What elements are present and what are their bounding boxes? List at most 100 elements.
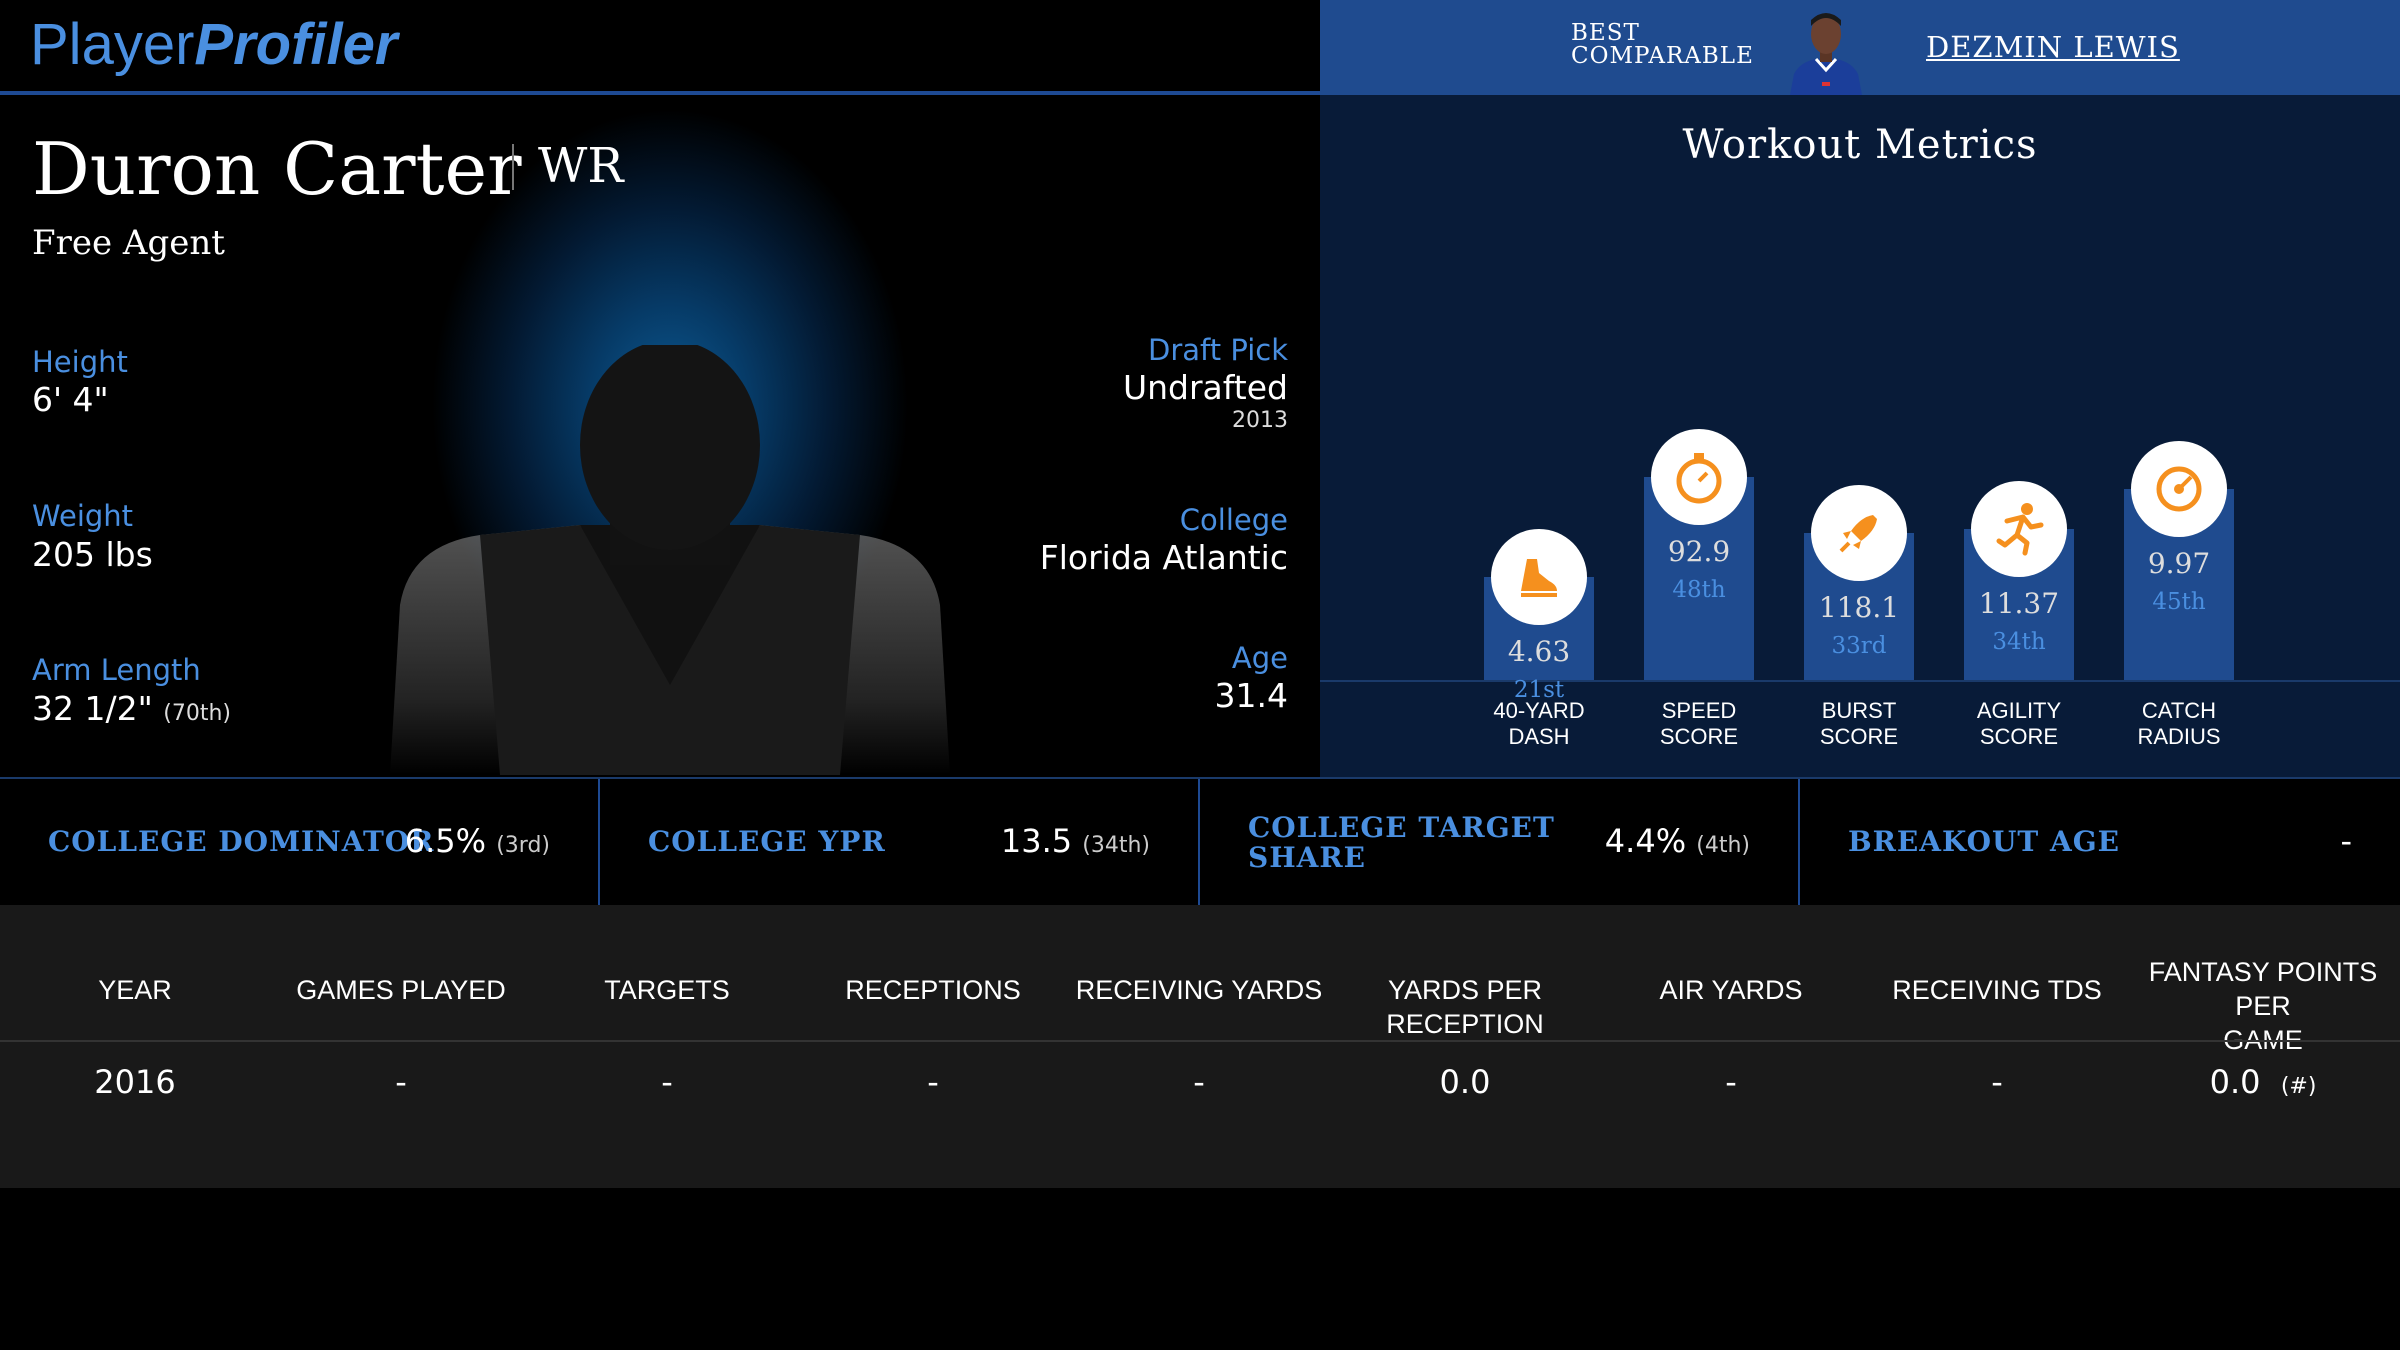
- rocket-icon: [1811, 484, 1907, 581]
- cell-receiving-tds: -: [1991, 1063, 2003, 1101]
- stopwatch-icon: [1651, 429, 1747, 526]
- header-bar: [0, 0, 1320, 95]
- arm-length-rank: (70th): [163, 701, 232, 726]
- workout-metric-label-line1: AGILITY: [1976, 698, 2062, 723]
- cell-fantasy-points-value: 0.0: [2209, 1063, 2261, 1101]
- college-ypr-value: 13.5 (34th): [950, 822, 1150, 860]
- comparable-player-avatar[interactable]: [1786, 4, 1866, 95]
- col-header-air-yards: AIR YARDS: [1659, 975, 1803, 1005]
- workout-metric-label: CATCH RADIUS: [2104, 698, 2254, 750]
- age-value: 31.4: [1214, 676, 1288, 715]
- name-divider: [512, 144, 514, 190]
- draft-pick-label: Draft Pick: [1148, 333, 1288, 367]
- workout-metric-label-line2: SCORE: [1819, 724, 1899, 749]
- cell-targets: -: [661, 1063, 673, 1101]
- breakout-age-value: -: [2340, 822, 2352, 860]
- workout-metric-label: AGILITY SCORE: [1944, 698, 2094, 750]
- workout-metric-percentile: 45th: [2152, 588, 2206, 615]
- chart-baseline: [1320, 680, 2400, 682]
- college-dominator-label: COLLEGE DOMINATOR: [48, 825, 435, 858]
- draft-year: 2013: [1232, 408, 1288, 433]
- col-header-year: YEAR: [98, 975, 172, 1005]
- age-label: Age: [1231, 641, 1288, 675]
- best-comparable-label-line2: COMPARABLE: [1571, 43, 1754, 69]
- height-value: 6' 4": [32, 380, 109, 419]
- col-header-yards-per-reception: YARDS PER RECEPTION: [1386, 975, 1544, 1039]
- workout-metric-label-line2: DASH: [1508, 724, 1570, 749]
- arm-length-label: Arm Length: [32, 653, 201, 687]
- workout-metric-label-line1: BURST: [1821, 698, 1897, 723]
- workout-metric-percentile: 33rd: [1831, 632, 1887, 659]
- college-ypr-label: COLLEGE YPR: [648, 825, 886, 858]
- col-header-games-played: GAMES PLAYED: [296, 975, 506, 1005]
- workout-metrics-title: Workout Metrics: [1682, 122, 2038, 168]
- college-target-share-value: 4.4% (4th): [1550, 822, 1750, 860]
- workout-metric-value: 118.1: [1818, 590, 1900, 624]
- workout-metric-label: BURST SCORE: [1784, 698, 1934, 750]
- logo-part-1: Player: [30, 12, 195, 77]
- stat-divider: [1198, 779, 1200, 905]
- player-team-status: Free Agent: [32, 223, 225, 263]
- college-stats-strip: [0, 777, 2400, 907]
- workout-metric-value: 4.63: [1507, 635, 1571, 669]
- college-target-share-number: 4.4%: [1604, 822, 1687, 860]
- workout-metric-label-line2: RADIUS: [2137, 724, 2221, 749]
- arm-length-value: 32 1/2" (70th): [32, 689, 231, 734]
- player-name: Duron Carter: [32, 127, 522, 211]
- workout-metric-percentile: 34th: [1992, 629, 2046, 656]
- best-comparable-label: BEST COMPARABLE: [1571, 22, 1754, 68]
- col-header-fantasy-points-line1: FANTASY POINTS PER: [2148, 957, 2378, 1021]
- college-value: Florida Atlantic: [1039, 538, 1288, 577]
- cell-receiving-yards: -: [1193, 1063, 1205, 1101]
- col-header-receiving-yards: RECEIVING YARDS: [1075, 975, 1323, 1005]
- stat-divider: [598, 779, 600, 905]
- height-label: Height: [32, 345, 128, 379]
- workout-metric-value: 9.97: [2147, 546, 2211, 580]
- target-icon: [2131, 440, 2227, 537]
- player-position: WR: [538, 138, 624, 194]
- runner-icon: [1971, 481, 2067, 578]
- arm-length-number: 32 1/2": [32, 689, 153, 728]
- cell-games-played: -: [395, 1063, 407, 1101]
- college-target-share-label-line1: COLLEGE TARGET: [1248, 811, 1555, 844]
- workout-metric-label: 40-YARD DASH: [1464, 698, 1614, 750]
- college-dominator-number: 6.5%: [404, 822, 487, 860]
- col-header-targets: TARGETS: [604, 975, 730, 1005]
- cell-yards-per-reception: 0.0: [1439, 1063, 1491, 1101]
- college-dominator-value: 6.5% (3rd): [350, 822, 550, 860]
- workout-metric-value: 92.9: [1667, 535, 1731, 569]
- workout-metric-label-line2: SCORE: [1979, 724, 2059, 749]
- col-header-receiving-tds: RECEIVING TDS: [1892, 975, 2102, 1005]
- col-header-receptions: RECEPTIONS: [845, 975, 1021, 1005]
- weight-label: Weight: [32, 499, 134, 533]
- workout-metric-percentile: 48th: [1672, 577, 1726, 604]
- college-target-share-label: COLLEGE TARGET SHARE: [1248, 813, 1555, 873]
- college-target-share-label-line2: SHARE: [1248, 841, 1367, 874]
- best-comparable-label-line1: BEST: [1571, 20, 1640, 46]
- workout-metric-value: 11.37: [1978, 587, 2060, 621]
- draft-pick-value: Undrafted: [1122, 368, 1288, 407]
- workout-metric-percentile: 21st: [1513, 677, 1565, 704]
- cell-receptions: -: [927, 1063, 939, 1101]
- workout-metric-label: SPEED SCORE: [1624, 698, 1774, 750]
- college-ypr-number: 13.5: [1000, 822, 1073, 860]
- cell-fantasy-points-rank: (#): [2280, 1074, 2317, 1099]
- breakout-age-label: BREAKOUT AGE: [1848, 825, 2120, 858]
- stat-divider: [1798, 779, 1800, 905]
- workout-metric-label-line1: SPEED: [1661, 698, 1737, 723]
- workout-metric-label-line1: CATCH: [2141, 698, 2217, 723]
- workout-metric-label-line2: SCORE: [1659, 724, 1739, 749]
- college-target-share-rank: (4th): [1696, 833, 1750, 858]
- player-silhouette: [390, 345, 950, 775]
- cell-fantasy-points: 0.0 (#): [2130, 1063, 2396, 1101]
- table-header-rule: [0, 1040, 2400, 1042]
- site-logo[interactable]: PlayerProfiler: [30, 10, 397, 80]
- best-comparable-bar: [1320, 0, 2400, 95]
- comparable-player-link[interactable]: DEZMIN LEWIS: [1926, 30, 2180, 64]
- cell-air-yards: -: [1725, 1063, 1737, 1101]
- season-stats-table: [0, 905, 2400, 1188]
- college-ypr-rank: (34th): [1082, 833, 1150, 858]
- college-dominator-rank: (3rd): [496, 833, 550, 858]
- logo-part-2: Profiler: [194, 12, 398, 77]
- college-label: College: [1179, 503, 1288, 537]
